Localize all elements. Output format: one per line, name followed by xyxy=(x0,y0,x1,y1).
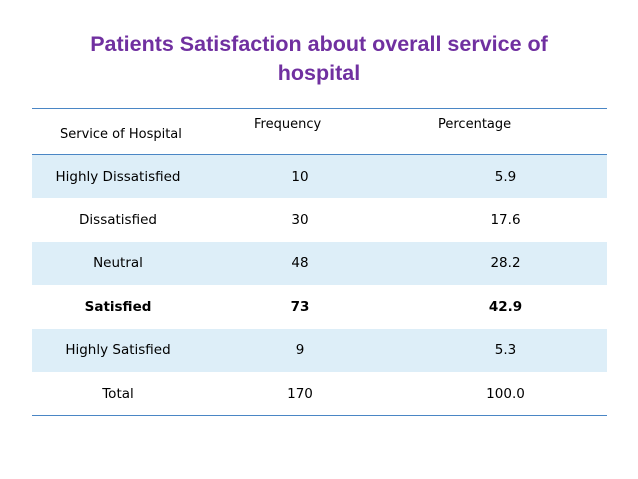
cell-frequency: 48 xyxy=(291,255,309,272)
cell-frequency: 170 xyxy=(287,385,313,402)
header-percentage: Percentage xyxy=(438,117,512,132)
cell-percentage: 17.6 xyxy=(490,211,521,228)
cell-service: Total xyxy=(102,385,134,402)
cell-frequency: 73 xyxy=(290,298,310,315)
cell-percentage: 5.9 xyxy=(494,168,517,185)
table-row-satisfied: Satisfied 73 42.9 xyxy=(32,285,607,329)
table-row-dissatisfied: Dissatisfied 30 17.6 xyxy=(32,198,607,242)
cell-frequency: 30 xyxy=(291,211,309,228)
slide-title-line-1: Patients Satisfaction about overall serv… xyxy=(90,32,548,56)
slide-title-line-2: hospital xyxy=(277,61,361,85)
cell-frequency: 10 xyxy=(291,168,309,185)
cell-percentage: 5.3 xyxy=(494,342,517,359)
cell-service: Satisfied xyxy=(84,298,152,315)
table-row-highly-dissatisfied: Highly Dissatisfied 10 5.9 xyxy=(32,154,607,198)
cell-service: Highly Dissatisfied xyxy=(55,168,181,185)
slide-title: Patients Satisfaction about overall serv… xyxy=(30,30,608,88)
table-row-neutral: Neutral 48 28.2 xyxy=(32,241,607,285)
satisfaction-table-container: Service of Hospital Frequency Percentage… xyxy=(32,108,607,416)
cell-frequency: 9 xyxy=(295,342,305,359)
cell-service: Highly Satisfied xyxy=(65,342,171,359)
table-row-total: Total 170 100.0 xyxy=(32,372,607,416)
table-row-highly-satisfied: Highly Satisfied 9 5.3 xyxy=(32,328,607,372)
satisfaction-table: Service of Hospital Frequency Percentage… xyxy=(32,108,607,416)
cell-percentage: 28.2 xyxy=(490,255,521,272)
cell-service: Dissatisfied xyxy=(79,211,157,228)
table-header-row: Service of Hospital Frequency Percentage xyxy=(32,108,607,155)
header-service-of-hospital: Service of Hospital xyxy=(60,127,182,142)
header-frequency: Frequency xyxy=(254,117,322,132)
cell-percentage: 100.0 xyxy=(486,385,525,402)
cell-percentage: 42.9 xyxy=(488,298,523,315)
cell-service: Neutral xyxy=(93,255,143,272)
